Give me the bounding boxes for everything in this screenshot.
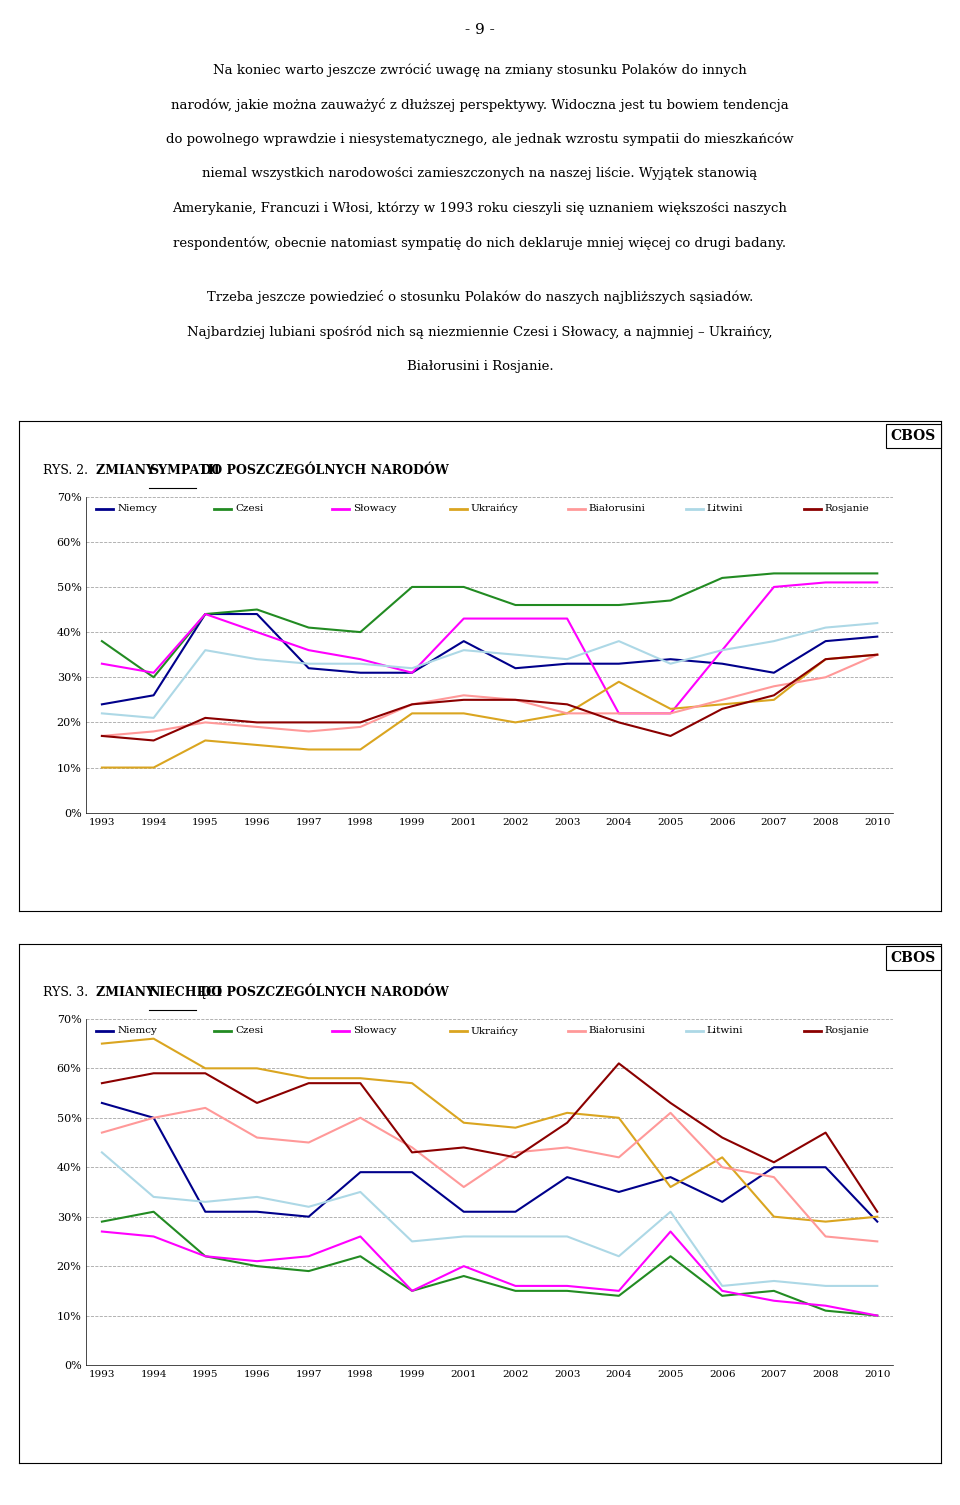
Text: ZMIANY: ZMIANY (96, 464, 159, 477)
Text: Litwini: Litwini (707, 504, 743, 513)
Text: Ukraińcy: Ukraińcy (471, 504, 518, 513)
Text: RYS. 2.: RYS. 2. (43, 464, 92, 477)
Text: Niemcy: Niemcy (117, 504, 157, 513)
Text: DO POSZCZEGÓLNYCH NARODÓW: DO POSZCZEGÓLNYCH NARODÓW (197, 986, 449, 999)
Text: niemal wszystkich narodowości zamieszczonych na naszej liście. Wyjątek stanowią: niemal wszystkich narodowości zamieszczo… (203, 167, 757, 181)
Text: Czesi: Czesi (235, 1026, 263, 1035)
Text: Amerykanie, Francuzi i Włosi, którzy w 1993 roku cieszyli się uznaniem większośc: Amerykanie, Francuzi i Włosi, którzy w 1… (173, 202, 787, 215)
Text: ZMIANY: ZMIANY (96, 986, 159, 999)
Text: Rosjanie: Rosjanie (825, 1026, 870, 1035)
Text: RYS. 3.: RYS. 3. (43, 986, 92, 999)
Text: Najbardziej lubiani spośród nich są niezmiennie Czesi i Słowacy, a najmniej – Uk: Najbardziej lubiani spośród nich są niez… (187, 325, 773, 339)
Text: Słowacy: Słowacy (353, 1026, 396, 1035)
Text: CBOS: CBOS (891, 429, 936, 442)
Text: Białorusini: Białorusini (588, 1026, 646, 1035)
Text: respondentów, obecnie natomiast sympatię do nich deklaruje mniej więcej co drugi: respondentów, obecnie natomiast sympatię… (174, 236, 786, 250)
Text: Czesi: Czesi (235, 504, 263, 513)
Text: Ukraińcy: Ukraińcy (471, 1026, 518, 1035)
Text: Rosjanie: Rosjanie (825, 504, 870, 513)
Text: Białorusini: Białorusini (588, 504, 646, 513)
Text: Białorusini i Rosjanie.: Białorusini i Rosjanie. (407, 360, 553, 373)
Text: Słowacy: Słowacy (353, 504, 396, 513)
Text: DO POSZCZEGÓLNYCH NARODÓW: DO POSZCZEGÓLNYCH NARODÓW (197, 464, 449, 477)
Text: Trzeba jeszcze powiedzieć o stosunku Polaków do naszych najbliższych sąsiadów.: Trzeba jeszcze powiedzieć o stosunku Pol… (206, 290, 754, 304)
Text: Niemcy: Niemcy (117, 1026, 157, 1035)
Text: SYMPATII: SYMPATII (149, 464, 220, 477)
Text: Na koniec warto jeszcze zwrócić uwagę na zmiany stosunku Polaków do innych: Na koniec warto jeszcze zwrócić uwagę na… (213, 63, 747, 77)
Text: NIECHĘCI: NIECHĘCI (149, 986, 223, 999)
Text: - 9 -: - 9 - (466, 23, 494, 36)
Text: narodów, jakie można zauważyć z dłuższej perspektywy. Widoczna jest tu bowiem te: narodów, jakie można zauważyć z dłuższej… (171, 98, 789, 111)
Text: do powolnego wprawdzie i niesystematycznego, ale jednak wzrostu sympatii do mies: do powolnego wprawdzie i niesystematyczn… (166, 132, 794, 146)
Text: Litwini: Litwini (707, 1026, 743, 1035)
Text: CBOS: CBOS (891, 951, 936, 965)
